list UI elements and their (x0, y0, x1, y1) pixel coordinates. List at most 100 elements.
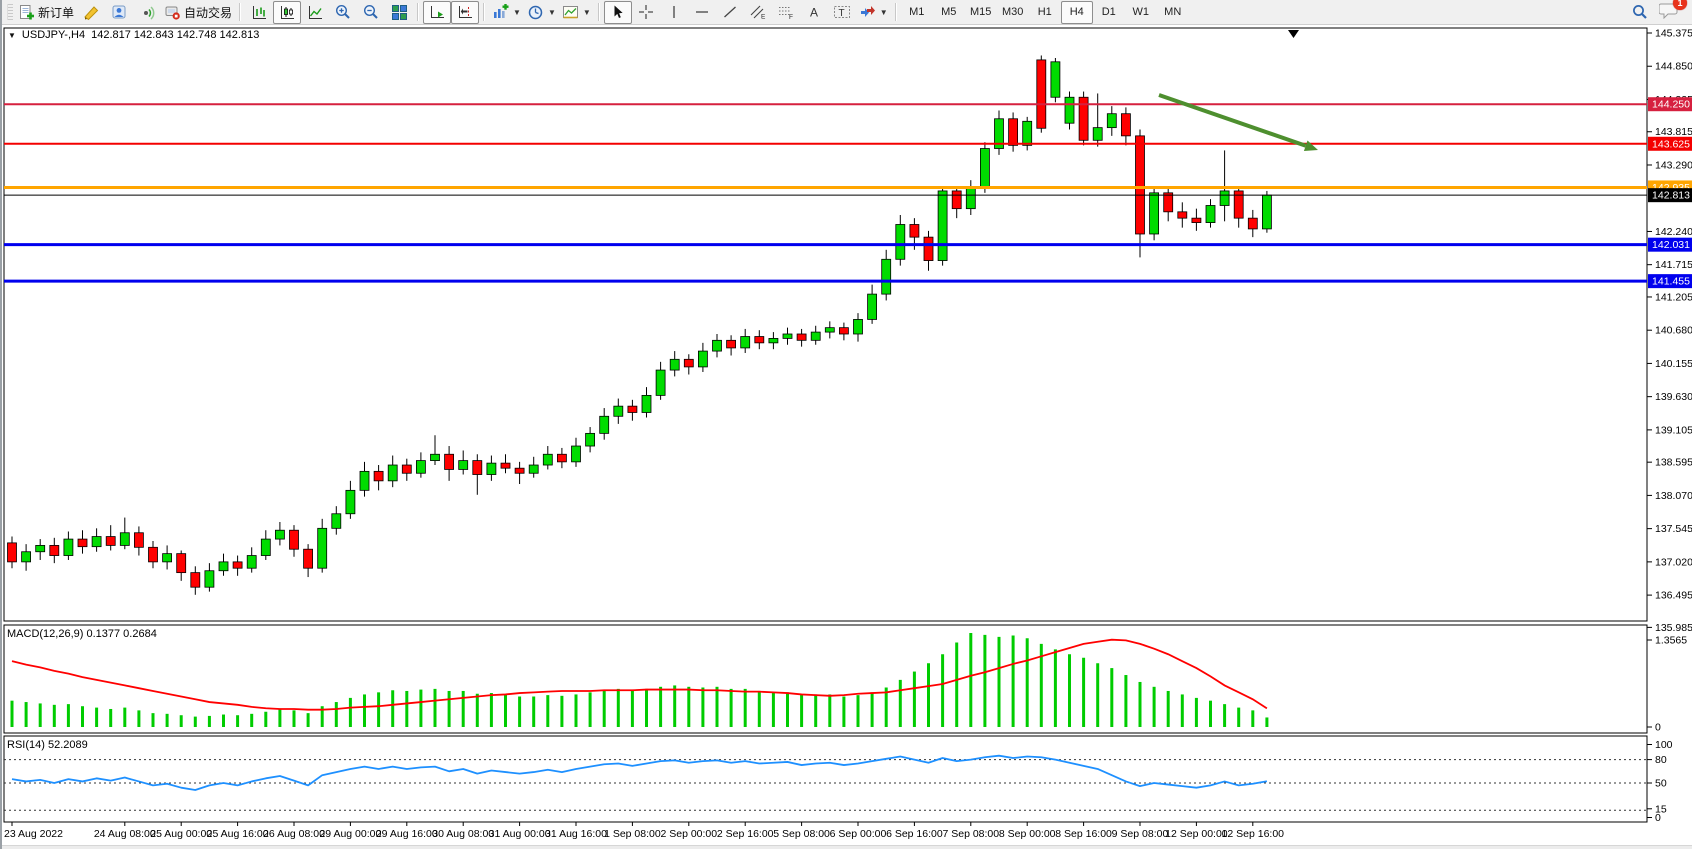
candle-up (1205, 205, 1216, 223)
candle-down (289, 529, 299, 550)
styler-button[interactable] (77, 1, 105, 24)
timeframe-M15[interactable]: M15 (970, 6, 992, 18)
timeframe-W1[interactable]: W1 (1132, 6, 1149, 18)
timeframe-M30[interactable]: M30 (1002, 6, 1024, 18)
time-label: 25 Aug 00:00 (150, 828, 212, 840)
text-label-tool-button[interactable]: T (828, 1, 856, 24)
candle-up (1262, 194, 1272, 230)
candle-up (274, 529, 285, 540)
candle-up (1050, 61, 1061, 98)
templates-button[interactable]: ▼ (559, 1, 594, 24)
notification-badge: 1 (1673, 0, 1687, 10)
webtrader-button[interactable] (105, 1, 133, 24)
macd-signal-line (11, 638, 1268, 711)
horizontal-line-tool-button[interactable] (688, 1, 716, 24)
channel-tool-button[interactable]: E (744, 1, 772, 24)
bar-chart-button[interactable] (245, 1, 273, 24)
price-axis: 145.375144.850144.325143.815143.290142.2… (1647, 28, 1692, 634)
autotrading-button[interactable]: 自动交易 (161, 1, 235, 24)
symbol-label: USDJPY-,H4 (21, 29, 86, 41)
timeframe-MN[interactable]: MN (1164, 6, 1182, 18)
zoom-in-button[interactable] (329, 1, 357, 24)
chart-shift-button[interactable] (451, 0, 480, 24)
bar-chart-icon (252, 5, 266, 19)
periods-dropdown-caret[interactable]: ▼ (547, 7, 556, 17)
candle-down (190, 572, 201, 588)
arrows-dropdown-caret[interactable]: ▼ (879, 7, 888, 17)
vertical-line-icon (673, 6, 675, 18)
symbol-dropdown-icon[interactable]: ▼ (8, 30, 16, 40)
vertical-line-tool-button[interactable] (660, 1, 688, 24)
tile-windows-button[interactable] (385, 1, 413, 24)
candle-up (246, 555, 257, 569)
templates-dropdown-caret[interactable]: ▼ (582, 7, 591, 17)
toolbar: 新订单 (2, 0, 1692, 25)
svg-text:15: 15 (1655, 803, 1667, 815)
timeframe-M5[interactable]: M5 (941, 6, 957, 18)
text-label-icon: T (833, 6, 850, 19)
timeframe-H1[interactable]: H1 (1037, 6, 1052, 18)
new-order-button[interactable]: 新订单 (15, 1, 77, 24)
price-badge (1648, 274, 1692, 289)
timeframe-M1[interactable]: M1 (909, 6, 925, 18)
new-order-label: 新订单 (38, 5, 75, 20)
fibonacci-tool-button[interactable]: F (772, 1, 800, 24)
time-label: 2 Sep 16:00 (717, 828, 774, 840)
indicators-button[interactable]: ▼ (489, 1, 524, 24)
candle-down (839, 327, 849, 335)
periods-button[interactable]: ▼ (524, 1, 559, 24)
fibonacci-icon: F (779, 7, 793, 20)
candle-up (655, 369, 666, 396)
arrows-tool-button[interactable]: ▼ (856, 1, 891, 24)
new-order-icon (20, 4, 34, 19)
search-icon[interactable] (1631, 3, 1649, 21)
svg-text:142.240: 142.240 (1655, 226, 1692, 238)
line-chart-button[interactable] (301, 1, 329, 24)
candle-up (782, 333, 793, 339)
rsi-indicator-label: RSI(14) 52.2089 (7, 739, 88, 751)
indicators-icon (494, 3, 509, 18)
time-label: 6 Sep 00:00 (830, 828, 887, 840)
toolbar-separator (894, 3, 897, 21)
trendline-tool-button[interactable] (716, 1, 744, 24)
time-label: 5 Sep 08:00 (773, 828, 830, 840)
chart-shift-marker[interactable] (1288, 30, 1299, 38)
svg-text:145.375: 145.375 (1655, 28, 1692, 40)
candles (7, 55, 1272, 595)
arrows-shapes-icon (860, 6, 875, 17)
text-icon: A (810, 6, 818, 20)
chat-button[interactable]: 1 (1658, 0, 1687, 24)
zoom-out-button[interactable] (357, 1, 385, 24)
price-badge (1648, 188, 1692, 203)
candle-up (1022, 120, 1033, 146)
cursor-tool-button[interactable] (603, 0, 632, 24)
time-label: 30 Aug 08:00 (432, 828, 494, 840)
candle-up (345, 489, 356, 515)
candle-down (1247, 217, 1258, 230)
candle-down (951, 190, 962, 210)
candle-down (796, 333, 807, 341)
clock-icon (528, 5, 543, 19)
svg-text:138.070: 138.070 (1655, 490, 1692, 502)
text-tool-button[interactable]: A (800, 1, 828, 24)
autoscroll-button[interactable] (423, 0, 452, 24)
candle-up (585, 432, 595, 447)
indicators-dropdown-caret[interactable]: ▼ (513, 7, 521, 17)
candle-up (1106, 113, 1117, 129)
timeframe-D1[interactable]: D1 (1101, 6, 1116, 18)
chart-canvas[interactable]: 145.375144.850144.325143.815143.290142.2… (2, 25, 1692, 849)
timeframe-H4[interactable]: H4 (1060, 0, 1093, 24)
cursor-icon (614, 5, 623, 18)
autotrading-icon (165, 6, 180, 20)
crosshair-tool-button[interactable] (632, 1, 660, 24)
toolbar-drag-handle[interactable] (7, 4, 13, 20)
signals-button[interactable] (133, 1, 161, 24)
candlestick-chart-button[interactable] (273, 0, 302, 24)
zoom-in-icon (336, 4, 350, 19)
candle-up (571, 445, 581, 463)
candle-up (331, 513, 342, 529)
svg-text:A: A (810, 6, 818, 20)
svg-text:138.595: 138.595 (1655, 457, 1692, 469)
candle-up (359, 470, 370, 491)
chart-area[interactable]: 145.375144.850144.325143.815143.290142.2… (2, 25, 1692, 849)
